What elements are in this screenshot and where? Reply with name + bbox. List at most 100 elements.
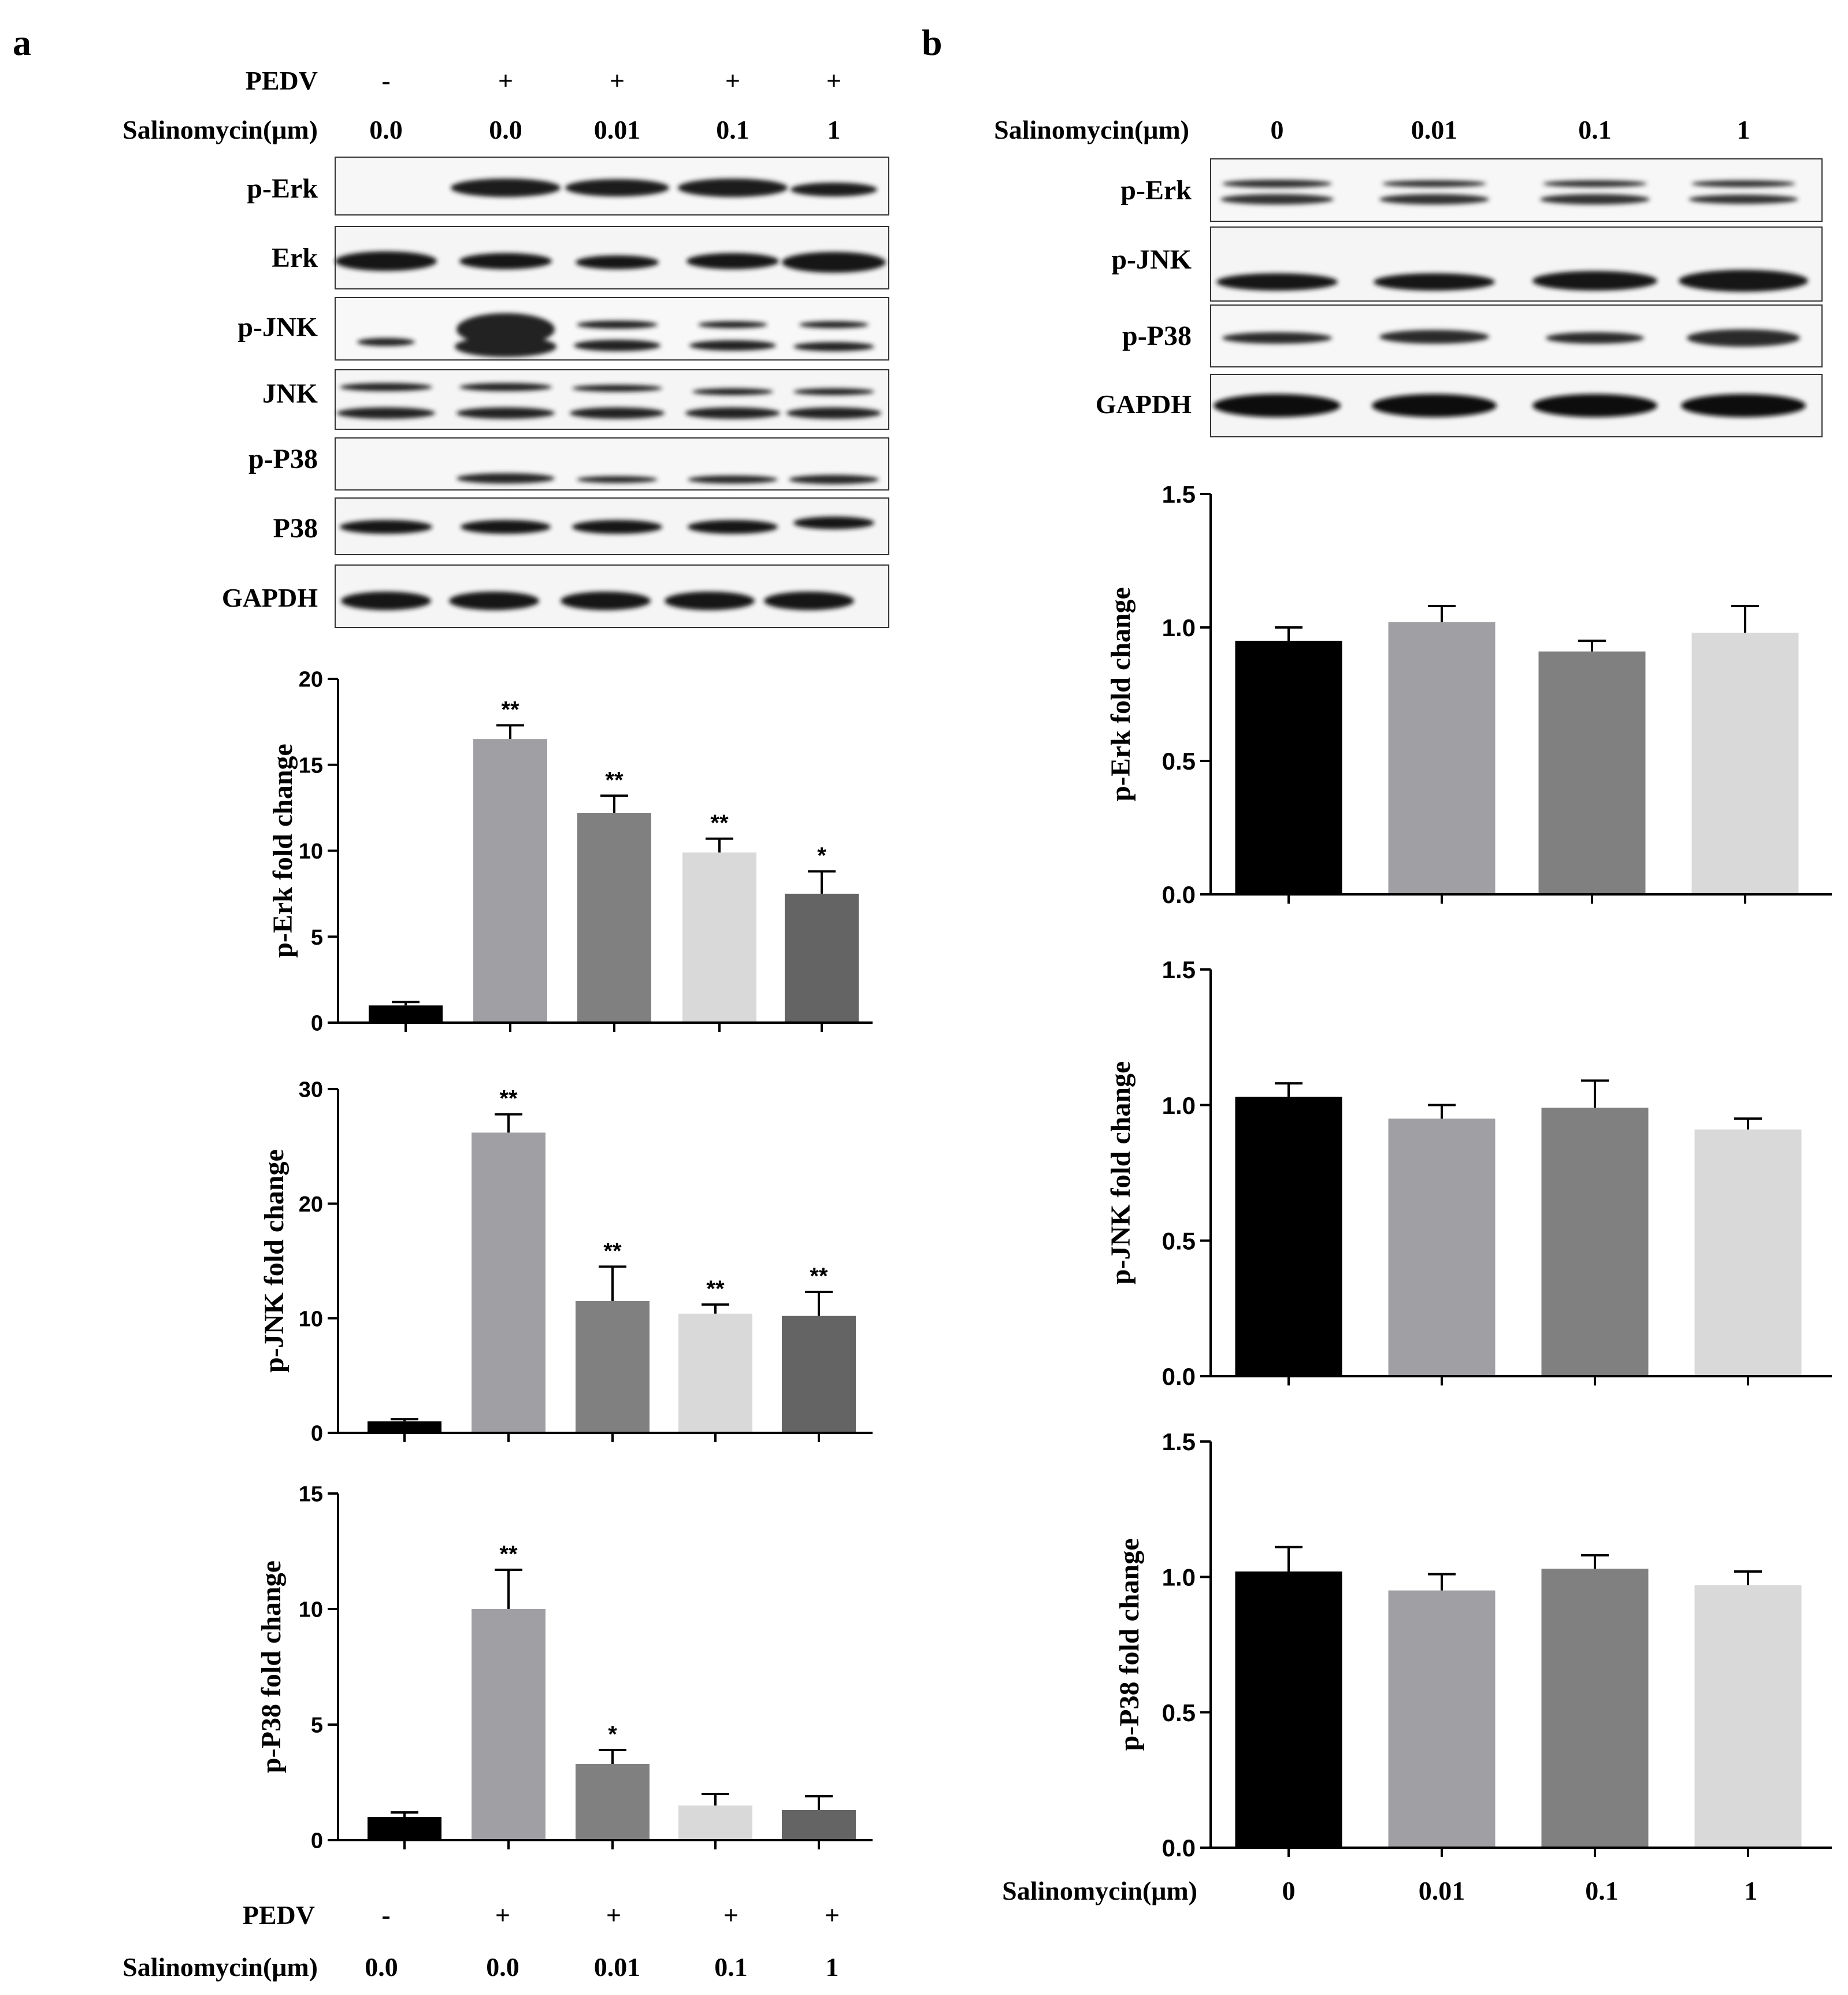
- y-tick-label: 10: [299, 839, 323, 864]
- blot-erk: [335, 226, 889, 289]
- panel-a-pedv-label: PEDV: [246, 66, 318, 95]
- dose-label: 1: [1745, 1876, 1758, 1905]
- bar: [1538, 651, 1646, 894]
- y-tick-label: 0: [311, 1422, 323, 1446]
- y-tick-label: 30: [299, 1078, 323, 1102]
- blot-b-p-jnk: [1210, 226, 1823, 302]
- panel-a-footer-drug-label: Salinomycin(μm): [123, 1952, 318, 1982]
- blot-label: JNK: [262, 378, 318, 409]
- blot-p-p38: [335, 437, 889, 491]
- pedv-sign: +: [498, 66, 513, 95]
- y-tick-label: 1.5: [1162, 956, 1196, 983]
- significance-marker: *: [817, 843, 826, 868]
- blot-b-p-p38: [1210, 304, 1823, 367]
- blot-p38: [335, 497, 889, 555]
- y-axis-title: p-JNK fold change: [259, 1149, 290, 1373]
- bar-chart-b-5: 0.0 0.5 1.0 1.5 p-JNK fold change: [1105, 956, 1832, 1390]
- bar: [368, 1817, 441, 1840]
- dose-label: 0.1: [716, 115, 749, 144]
- dose-label: 1: [827, 115, 841, 144]
- y-tick-label: 0.0: [1162, 881, 1196, 908]
- significance-marker: **: [499, 1541, 518, 1567]
- y-tick-label: 1.5: [1162, 481, 1196, 508]
- blot-label: P38: [273, 513, 318, 544]
- dose-label: 0.01: [594, 1952, 641, 1982]
- panel-b-header: Salinomycin(μm) 0 0.01 0.1 1: [994, 115, 1750, 144]
- bar: [472, 1609, 546, 1840]
- dose-label: 0.0: [365, 1952, 398, 1982]
- blot-p-jnk: [335, 297, 889, 361]
- y-tick-label: 20: [299, 668, 323, 692]
- bar: [1235, 1571, 1342, 1848]
- dose-label: 0.0: [489, 115, 522, 144]
- panel-a-letter: a: [13, 22, 31, 63]
- panel-b-drug-label: Salinomycin(μm): [994, 115, 1189, 144]
- bar: [1541, 1108, 1649, 1376]
- bar-chart-a-2: ** ** ** ** 0 10 20 30 p-JNK fold change: [259, 1078, 873, 1446]
- y-axis-title: p-P38 fold change: [1114, 1538, 1145, 1751]
- bar: [472, 1132, 546, 1433]
- dose-label: 0.01: [594, 115, 641, 144]
- bar: [368, 1421, 441, 1433]
- blot-gapdh: [335, 564, 889, 628]
- y-tick-label: 0: [311, 1829, 323, 1853]
- significance-marker: **: [501, 697, 519, 722]
- blot-p-erk: [335, 157, 889, 216]
- panel-a-header: PEDV Salinomycin(μm) - + + + + 0.0 0.0 0…: [123, 66, 841, 144]
- blot-b-p-erk: [1210, 158, 1823, 222]
- y-tick-label: 0.5: [1162, 748, 1196, 775]
- dose-label: 0: [1271, 115, 1284, 144]
- y-tick-label: 0.5: [1162, 1699, 1196, 1726]
- dose-label: 1: [826, 1952, 839, 1982]
- panel-a-footer: PEDV Salinomycin(μm) - + + + + 0.0 0.0 0…: [123, 1900, 840, 1982]
- bar: [782, 1316, 856, 1433]
- panel-a-header-pedv-signs: - + + + +: [381, 66, 841, 95]
- significance-marker: **: [710, 811, 729, 836]
- bar: [576, 1764, 650, 1840]
- bar: [1694, 1129, 1802, 1376]
- y-tick-label: 10: [299, 1598, 323, 1622]
- bar: [473, 739, 547, 1023]
- dose-label: 0.0: [369, 115, 403, 144]
- y-tick-label: 20: [299, 1192, 323, 1217]
- blot-b-gapdh: [1210, 374, 1823, 437]
- blot-label: p-P38: [248, 444, 318, 474]
- panel-b-western-blots: p-Erk p-JNK p-P38 GAPDH: [1096, 158, 1823, 437]
- panel-a-western-blots: p-Erk Erk p-JNK JNK p-P38 P38 GAPDH: [222, 157, 889, 628]
- y-tick-label: 0: [311, 1012, 323, 1036]
- blot-label: GAPDH: [1096, 389, 1192, 419]
- y-tick-label: 1.0: [1162, 1092, 1196, 1119]
- bar: [1694, 1585, 1802, 1848]
- y-tick-label: 15: [299, 753, 323, 778]
- significance-marker: *: [608, 1722, 617, 1747]
- panel-a-footer-pedv-label: PEDV: [243, 1900, 315, 1930]
- bar-chart-b-4: 0.0 0.5 1.0 1.5 p-Erk fold change: [1105, 481, 1832, 908]
- blot-label: Erk: [272, 243, 318, 273]
- y-tick-label: 10: [299, 1307, 323, 1331]
- y-tick-label: 0.5: [1162, 1227, 1196, 1254]
- y-tick-label: 5: [311, 926, 323, 950]
- significance-marker: **: [499, 1086, 518, 1112]
- y-axis-title: p-Erk fold change: [1105, 587, 1136, 801]
- dose-label: 1: [1737, 115, 1750, 144]
- y-axis-title: p-P38 fold change: [256, 1561, 287, 1773]
- y-tick-label: 15: [299, 1483, 323, 1507]
- dose-label: 0.1: [1585, 1876, 1619, 1905]
- significance-marker: **: [603, 1238, 622, 1264]
- pedv-sign: -: [381, 1900, 390, 1930]
- bar: [678, 1805, 752, 1840]
- significance-marker: **: [706, 1276, 725, 1302]
- bar: [678, 1313, 752, 1433]
- panel-a-header-doses: 0.0 0.0 0.01 0.1 1: [369, 115, 840, 144]
- pedv-sign: +: [610, 66, 625, 95]
- panel-b-footer-drug-label: Salinomycin(μm): [1002, 1876, 1197, 1905]
- pedv-sign: +: [825, 1900, 840, 1930]
- bar: [1388, 1590, 1496, 1848]
- bar: [369, 1005, 443, 1023]
- y-tick-label: 1.5: [1162, 1428, 1196, 1455]
- panel-a-drug-label: Salinomycin(μm): [123, 115, 318, 144]
- bar: [1235, 641, 1342, 894]
